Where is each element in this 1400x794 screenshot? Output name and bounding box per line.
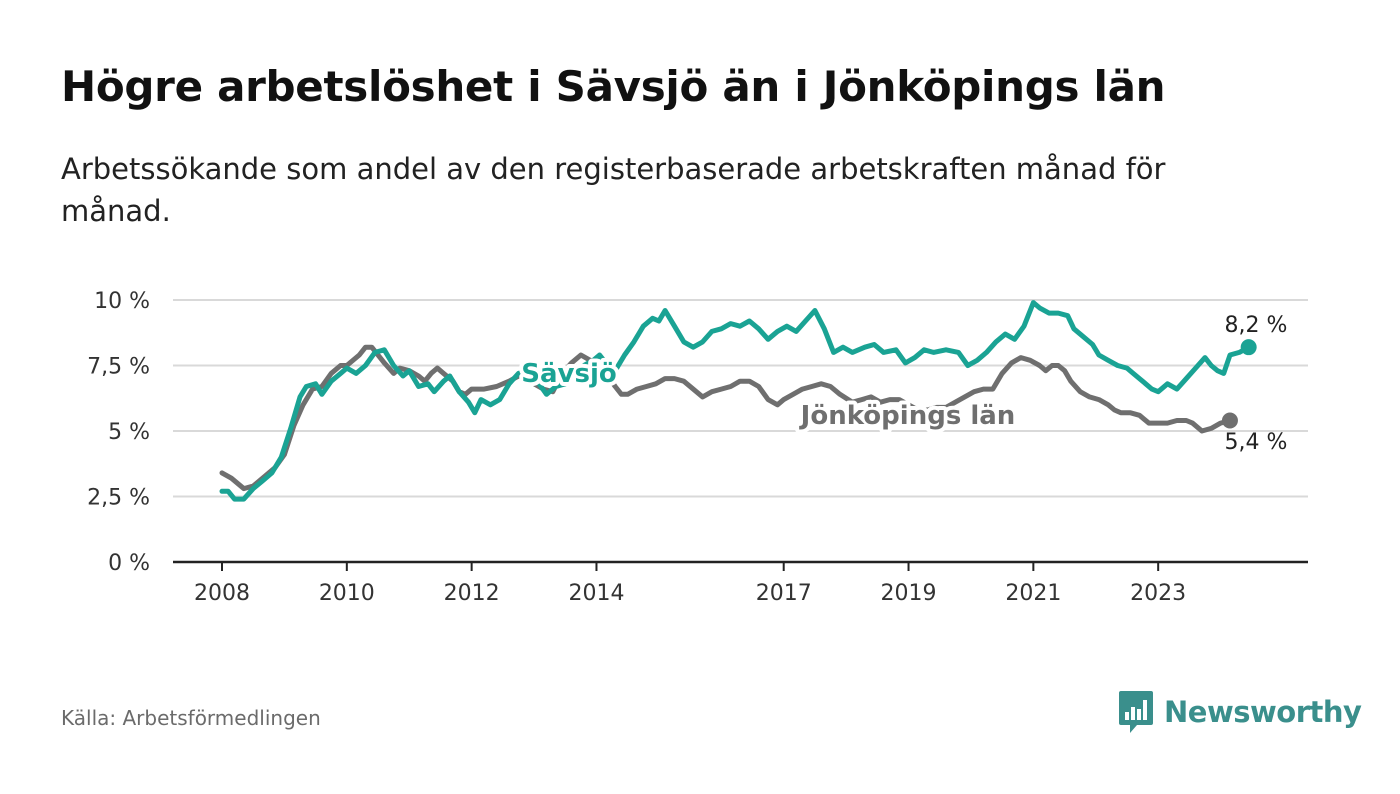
series-name-label: Jönköpings län: [799, 401, 1016, 431]
series-line-jönköpings-län: [219, 344, 1233, 492]
x-tick-label: 2014: [568, 581, 624, 606]
series-lines: [219, 300, 1257, 502]
source-note: Källa: Arbetsförmedlingen: [61, 706, 321, 730]
series-end-point-jönköpings-län: [1221, 412, 1238, 429]
x-tick-label: 2017: [756, 581, 812, 606]
end-value-label: 5,4 %: [1225, 430, 1288, 455]
y-tick-label: 10 %: [94, 289, 150, 314]
end-value-label: 8,2 %: [1225, 313, 1288, 338]
x-tick-label: 2012: [444, 581, 500, 606]
brand-logo: Newsworthy: [1118, 690, 1362, 734]
y-tick-label: 7,5 %: [87, 355, 150, 380]
x-tick-label: 2023: [1130, 581, 1186, 606]
line-chart: 10 % 7,5 % 5 % 2,5 % 0 % 2008 2010 2012 2014 2017…: [87, 289, 1308, 606]
chart-subtitle: Arbetssökande som andel av den registerb…: [61, 152, 1166, 228]
x-tick-label: 2008: [194, 581, 250, 606]
bar-chart-speech-bubble-icon: [1119, 691, 1153, 733]
labels: Sävsjö Jönköpings län 8,2 % 5,4 %: [517, 313, 1288, 455]
y-tick-label: 2,5 %: [87, 486, 150, 511]
brand-name: Newsworthy: [1164, 695, 1362, 729]
series-line-sävsjö: [219, 300, 1252, 502]
x-tick-label: 2021: [1005, 581, 1061, 606]
x-tick-label: 2010: [319, 581, 375, 606]
y-tick-label: 0 %: [108, 551, 150, 576]
series-name-label: Sävsjö: [521, 359, 616, 389]
series-end-point-sävsjö: [1240, 339, 1257, 356]
x-tick-label: 2019: [881, 581, 937, 606]
y-tick-label: 5 %: [108, 420, 150, 445]
chart-title: Högre arbetslöshet i Sävsjö än i Jönköpi…: [61, 62, 1166, 111]
gridlines: [173, 299, 1308, 498]
axes: 10 % 7,5 % 5 % 2,5 % 0 % 2008 2010 2012 2014 2017…: [87, 289, 1308, 606]
